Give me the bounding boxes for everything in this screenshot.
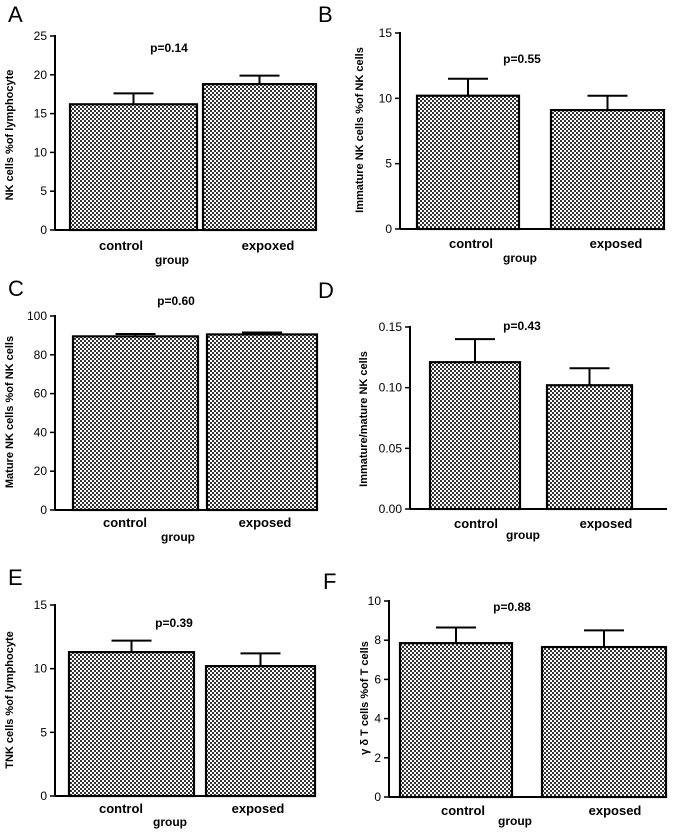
x-tick-label: control [99, 801, 143, 816]
p-value-label: p=0.60 [157, 294, 195, 308]
y-axis-label: Immature NK cells %of NK cells [354, 47, 366, 213]
y-tick-label: 0 [40, 223, 47, 237]
y-tick-label: 5 [40, 184, 47, 198]
y-axis-label: NK cells %of lymphocyte [4, 70, 16, 201]
bar-control [71, 335, 200, 512]
panel-b: B 0 5 10 15 control exposed group p=0.55 Immature… [318, 2, 666, 265]
y-tick-label: 15 [34, 598, 48, 612]
x-tick-label: exposed [580, 516, 633, 531]
y-axis-label: Mature NK cells %of NK cells [4, 336, 16, 488]
x-tick-label: exposed [239, 515, 292, 530]
x-tick-label: control [103, 515, 147, 530]
p-value-label: p=0.88 [493, 600, 531, 614]
bar-control [67, 651, 196, 798]
y-axis-label: Immature/mature NK cells [358, 351, 370, 487]
panel-letter: E [8, 565, 23, 590]
panel-e: E 0 5 10 15 control exposed group p=0.39 TNK cell… [4, 565, 317, 829]
y-tick-label: 0 [374, 790, 381, 804]
bar-control [68, 103, 199, 232]
x-tick-label: exposed [590, 236, 643, 251]
y-tick-label: 4 [374, 712, 381, 726]
panel-c: C 0 20 40 60 80 100 control exposed group p=0.60 Ma… [4, 276, 319, 544]
y-tick-label: 10 [368, 594, 382, 608]
y-axis-label: γ δ T cells %of T cells [359, 641, 371, 755]
panel-f: F 0 2 4 6 8 10 control exposed group p=0.88 γ δ T c… [323, 569, 668, 828]
y-tick-label: 0.00 [379, 502, 403, 516]
x-tick-label: exposed [232, 801, 285, 816]
p-value-label: p=0.43 [503, 319, 541, 333]
bar-exposed [549, 108, 666, 231]
panel-letter: C [8, 276, 24, 301]
bar-control [398, 642, 514, 799]
y-tick-label: 10 [34, 662, 48, 676]
p-value-label: p=0.14 [150, 41, 188, 55]
y-tick-label: 60 [34, 387, 48, 401]
y-tick-label: 10 [379, 91, 393, 105]
y-tick-label: 15 [379, 26, 393, 40]
bar-control [428, 361, 522, 511]
x-tick-label: control [441, 803, 485, 818]
y-tick-label: 25 [34, 29, 48, 43]
y-tick-label: 0 [40, 503, 47, 517]
x-axis-label: group [153, 815, 187, 829]
y-axis-label: TNK cells %of lymphocyte [4, 631, 16, 769]
y-tick-label: 0 [385, 222, 392, 236]
x-tick-label: control [449, 236, 493, 251]
bar-control [415, 94, 521, 231]
x-tick-label: exposed [589, 803, 642, 818]
x-tick-label: control [99, 238, 143, 253]
x-axis-label: group [155, 253, 189, 267]
y-tick-label: 0 [40, 789, 47, 803]
panel-letter: F [323, 569, 336, 594]
panel-letter: A [8, 2, 23, 27]
x-tick-label: control [454, 516, 498, 531]
y-tick-label: 100 [27, 309, 47, 323]
y-tick-label: 0.15 [379, 320, 403, 334]
y-tick-label: 80 [34, 348, 48, 362]
p-value-label: p=0.55 [503, 52, 541, 66]
panel-d: D 0.00 0.05 0.10 0.15 control exposed group p=0.… [318, 278, 667, 542]
y-tick-label: 6 [374, 672, 381, 686]
y-tick-label: 15 [34, 107, 48, 121]
panel-letter: B [318, 2, 333, 27]
y-tick-label: 5 [385, 157, 392, 171]
y-tick-label: 0.05 [379, 441, 403, 455]
y-tick-label: 0.10 [379, 381, 403, 395]
panel-letter: D [318, 278, 334, 303]
x-axis-label: group [503, 251, 537, 265]
bar-exposed [205, 333, 319, 512]
bar-exposed [540, 645, 668, 799]
y-tick-label: 5 [40, 725, 47, 739]
y-tick-label: 20 [34, 464, 48, 478]
x-axis-label: group [506, 528, 540, 542]
bar-exposed [204, 665, 317, 798]
y-tick-label: 20 [34, 68, 48, 82]
x-axis-label: group [161, 530, 195, 544]
x-axis-label: group [498, 814, 532, 828]
p-value-label: p=0.39 [155, 616, 193, 630]
y-tick-label: 8 [374, 633, 381, 647]
y-tick-label: 2 [374, 751, 381, 765]
y-tick-label: 10 [34, 145, 48, 159]
bar-exposed [545, 384, 634, 511]
x-tick-label: expoxed [242, 238, 295, 253]
y-tick-label: 40 [34, 425, 48, 439]
panel-a: A 0 5 10 15 20 25 control expoxed group p=0.14 NK c… [4, 2, 318, 267]
bar-exposed [201, 83, 318, 232]
